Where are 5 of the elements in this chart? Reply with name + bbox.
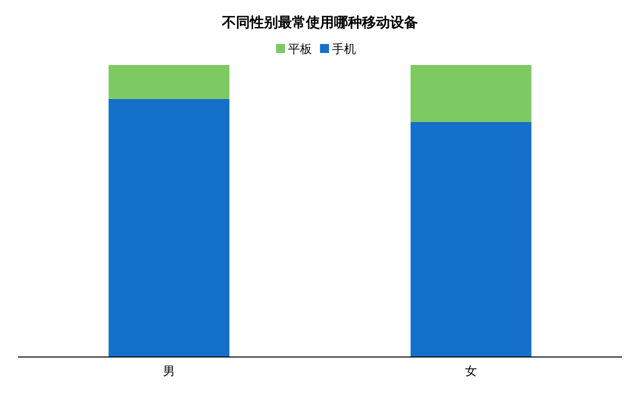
x-tick-label: 女 bbox=[465, 364, 477, 378]
legend-label: 平板 bbox=[288, 42, 312, 56]
chart-title: 不同性别最常使用哪种移动设备 bbox=[221, 15, 418, 31]
x-tick-label: 男 bbox=[163, 364, 175, 378]
legend-label: 手机 bbox=[332, 42, 356, 56]
